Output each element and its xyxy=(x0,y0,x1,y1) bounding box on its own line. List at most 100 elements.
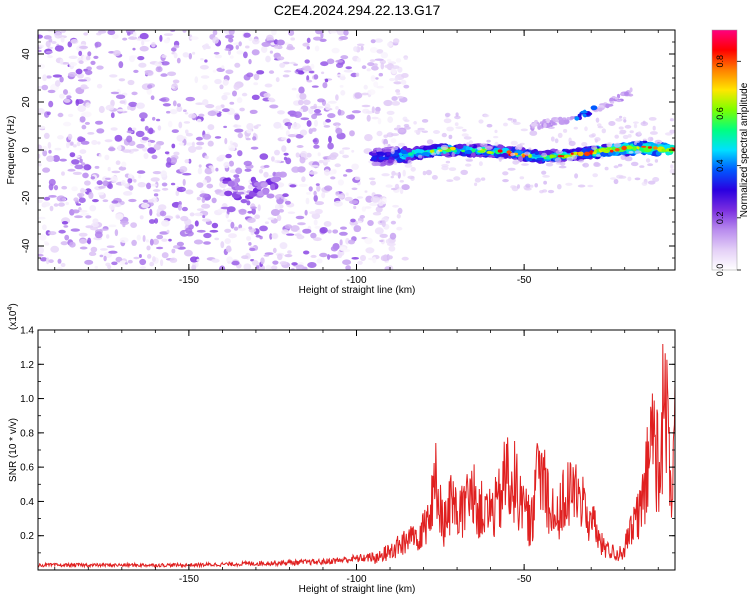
heatmap-cell xyxy=(645,158,651,163)
heatmap-cell xyxy=(218,154,227,159)
heatmap-cell xyxy=(290,37,296,41)
heatmap-cell xyxy=(238,208,247,215)
heatmap-cell xyxy=(47,89,56,94)
heatmap-cell xyxy=(308,70,315,74)
heatmap-cell xyxy=(453,176,461,181)
heatmap-cell xyxy=(403,84,410,89)
heatmap-cell xyxy=(196,196,201,201)
heatmap-cell xyxy=(316,258,323,264)
heatmap-cell xyxy=(497,156,505,160)
heatmap-cell xyxy=(79,149,87,155)
heatmap-cell xyxy=(381,220,386,228)
heatmap-cell xyxy=(291,87,297,91)
heatmap-cell xyxy=(225,69,234,75)
heatmap-cell xyxy=(618,126,624,130)
heatmap-cell xyxy=(557,155,564,158)
heatmap-cell xyxy=(324,185,333,191)
heatmap-cell xyxy=(151,154,158,160)
heatmap-cell xyxy=(223,125,228,129)
heatmap-cell xyxy=(114,134,123,142)
heatmap-cell xyxy=(421,119,429,123)
heatmap-cell xyxy=(80,84,88,90)
heatmap-cell xyxy=(403,123,410,128)
heatmap-cell xyxy=(196,229,206,233)
heatmap-cell xyxy=(175,190,180,197)
heatmap-cell xyxy=(513,121,521,125)
heatmap-cell xyxy=(46,155,55,162)
heatmap-cell xyxy=(252,136,257,141)
heatmap-cell xyxy=(367,62,375,67)
heatmap-cell xyxy=(386,42,393,47)
heatmap-cell xyxy=(574,173,579,179)
heatmap-cell xyxy=(96,83,103,89)
heatmap-cell xyxy=(386,110,395,115)
heatmap-cell xyxy=(339,239,343,246)
heatmap-cell xyxy=(345,66,352,70)
heatmap-cell xyxy=(332,122,341,127)
heatmap-cell xyxy=(87,237,92,245)
snr-y-label: SNR (10 * v/v) xyxy=(8,418,19,482)
heatmap-cell xyxy=(103,255,107,262)
heatmap-cell xyxy=(309,211,317,215)
heatmap-cell xyxy=(592,152,597,155)
heatmap-cell xyxy=(237,150,243,157)
heatmap-cell xyxy=(669,168,675,174)
heatmap-cell xyxy=(465,159,473,162)
heatmap-cell xyxy=(252,260,259,266)
heatmap-cell xyxy=(369,59,376,62)
heatmap-cell xyxy=(182,52,189,58)
heatmap-cell xyxy=(454,122,459,127)
heatmap-cell xyxy=(263,92,271,98)
heatmap-cell xyxy=(366,114,371,122)
heatmap-cell xyxy=(642,120,646,125)
heatmap-cell xyxy=(54,147,62,151)
heatmap-cell xyxy=(284,200,291,205)
heatmap-cell xyxy=(364,237,373,245)
heatmap-cell xyxy=(289,61,296,65)
heatmap-cell xyxy=(166,229,170,234)
heatmap-cell xyxy=(308,186,313,192)
heatmap-cell xyxy=(370,180,376,186)
heatmap-cell xyxy=(127,79,135,86)
heatmap-cell xyxy=(413,121,417,125)
heatmap-cell xyxy=(468,140,474,145)
heatmap-cell xyxy=(214,237,220,241)
heatmap-cell xyxy=(264,83,273,88)
heatmap-cell xyxy=(364,190,368,193)
heatmap-cell xyxy=(300,117,310,121)
heatmap-cell xyxy=(87,132,95,135)
heatmap-cell xyxy=(185,96,195,102)
heatmap-cell xyxy=(60,262,66,268)
heatmap-cell xyxy=(208,165,215,169)
heatmap-cell xyxy=(299,129,308,136)
heatmap-cell xyxy=(144,125,149,131)
heatmap-cell xyxy=(42,149,48,157)
heatmap-cell xyxy=(286,46,295,51)
heatmap-cell xyxy=(313,144,320,149)
heatmap-cell xyxy=(127,178,133,184)
heatmap-cell xyxy=(105,104,115,111)
heatmap-cell xyxy=(314,208,323,215)
heatmap-cell xyxy=(284,224,293,230)
heatmap-cell xyxy=(647,136,654,142)
heatmap-cell xyxy=(235,167,243,175)
heatmap-cell xyxy=(426,139,434,145)
heatmap-cell xyxy=(396,226,403,231)
heatmap-cell xyxy=(314,109,321,114)
heatmap-cell xyxy=(529,130,538,136)
heatmap-cell xyxy=(72,171,82,175)
heatmap-cell xyxy=(274,204,280,210)
heatmap-cell xyxy=(374,58,384,61)
heatmap-cell xyxy=(251,49,260,56)
heatmap-cell xyxy=(402,169,406,177)
heatmap-cell xyxy=(185,189,194,195)
heatmap-cell xyxy=(145,239,149,243)
heatmap-cell xyxy=(61,221,69,225)
heatmap-cell xyxy=(386,132,394,138)
heatmap-cell xyxy=(137,182,146,188)
heatmap-cell xyxy=(234,185,245,191)
heatmap-cell xyxy=(385,184,393,188)
heatmap-cell xyxy=(344,196,353,202)
heatmap-cell xyxy=(460,169,469,175)
heatmap-cell xyxy=(196,208,204,212)
